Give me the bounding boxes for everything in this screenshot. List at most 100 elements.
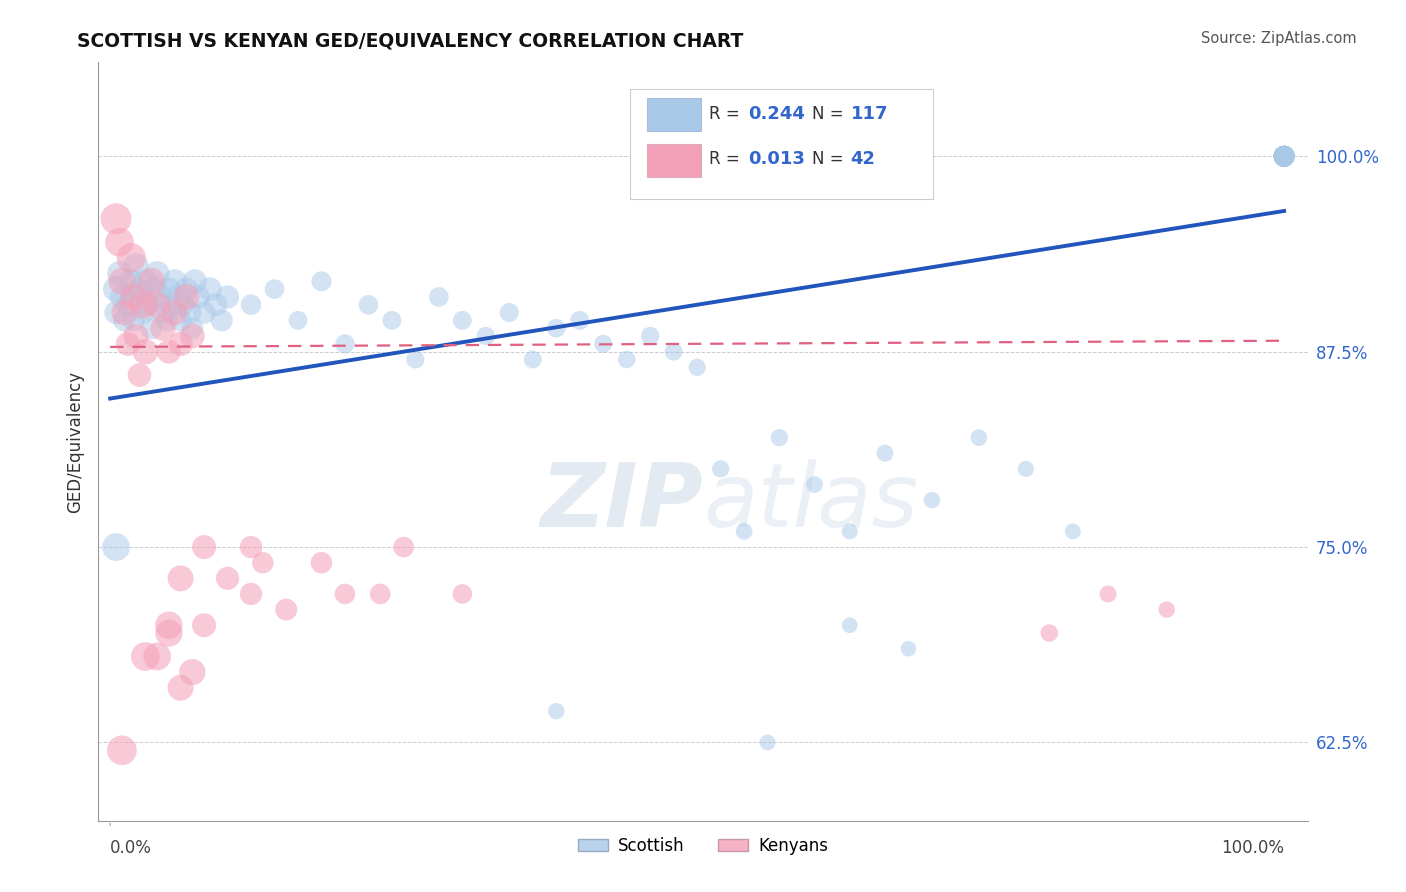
Point	[163, 305, 186, 319]
Point	[1272, 149, 1295, 163]
Point	[276, 602, 298, 616]
Point	[616, 352, 638, 367]
Point	[148, 290, 170, 304]
Text: R =: R =	[709, 105, 745, 123]
Point	[125, 329, 148, 343]
Point	[125, 259, 148, 273]
Point	[1272, 149, 1295, 163]
Text: ZIP: ZIP	[540, 458, 703, 546]
Point	[240, 540, 263, 554]
Point	[1272, 149, 1295, 163]
Point	[686, 360, 709, 375]
Point	[105, 305, 128, 319]
Point	[1038, 626, 1060, 640]
Point	[117, 336, 139, 351]
Point	[252, 556, 274, 570]
Point	[193, 540, 215, 554]
Point	[1272, 149, 1295, 163]
Point	[1272, 149, 1295, 163]
Point	[1272, 149, 1295, 163]
Point	[132, 305, 155, 319]
Point	[105, 540, 128, 554]
Point	[134, 344, 156, 359]
Point	[1272, 149, 1295, 163]
Point	[1272, 149, 1295, 163]
Point	[967, 431, 990, 445]
Point	[1272, 149, 1295, 163]
Point	[1272, 149, 1295, 163]
Point	[1272, 149, 1295, 163]
Point	[1272, 149, 1295, 163]
Point	[183, 274, 205, 288]
Point	[404, 352, 426, 367]
Point	[240, 298, 263, 312]
Point	[122, 313, 145, 327]
Point	[176, 282, 198, 296]
Point	[181, 321, 204, 335]
Point	[546, 321, 568, 335]
Point	[1272, 149, 1295, 163]
Point	[176, 290, 198, 304]
Point	[160, 298, 183, 312]
Point	[157, 282, 180, 296]
Point	[120, 251, 142, 265]
Point	[1272, 149, 1295, 163]
Point	[169, 336, 191, 351]
Point	[111, 274, 134, 288]
Point	[157, 626, 180, 640]
Point	[897, 641, 920, 656]
Point	[105, 211, 128, 226]
Point	[1015, 462, 1038, 476]
Point	[217, 571, 239, 585]
Point	[1272, 149, 1295, 163]
Point	[169, 313, 191, 327]
Point	[1272, 149, 1295, 163]
Point	[181, 665, 204, 680]
Point	[111, 743, 134, 757]
Point	[333, 587, 356, 601]
Point	[117, 298, 139, 312]
Point	[157, 344, 180, 359]
Point	[392, 540, 415, 554]
Point	[1272, 149, 1295, 163]
FancyBboxPatch shape	[630, 89, 932, 199]
Point	[1272, 149, 1295, 163]
Point	[1272, 149, 1295, 163]
Point	[163, 274, 186, 288]
Point	[108, 267, 131, 281]
Point	[1272, 149, 1295, 163]
Point	[1272, 149, 1295, 163]
Text: N =: N =	[811, 105, 849, 123]
Point	[105, 282, 128, 296]
FancyBboxPatch shape	[647, 144, 700, 177]
Point	[381, 313, 404, 327]
Point	[1272, 149, 1295, 163]
Point	[112, 313, 135, 327]
Point	[592, 336, 614, 351]
Point	[198, 282, 221, 296]
Point	[172, 298, 194, 312]
Point	[1097, 587, 1119, 601]
Point	[169, 681, 191, 695]
Text: 117: 117	[851, 105, 889, 123]
Point	[733, 524, 755, 539]
Point	[1272, 149, 1295, 163]
Point	[1272, 149, 1295, 163]
Point	[217, 290, 239, 304]
Point	[1272, 149, 1295, 163]
Text: 0.0%: 0.0%	[110, 839, 152, 857]
Point	[263, 282, 285, 296]
Point	[498, 305, 520, 319]
Point	[146, 267, 169, 281]
Point	[1272, 149, 1295, 163]
Point	[756, 735, 779, 749]
Point	[1272, 149, 1295, 163]
Point	[141, 274, 163, 288]
Point	[1272, 149, 1295, 163]
Point	[152, 321, 174, 335]
Point	[136, 298, 159, 312]
Point	[287, 313, 309, 327]
Point	[1272, 149, 1295, 163]
Point	[368, 587, 391, 601]
Point	[181, 329, 204, 343]
